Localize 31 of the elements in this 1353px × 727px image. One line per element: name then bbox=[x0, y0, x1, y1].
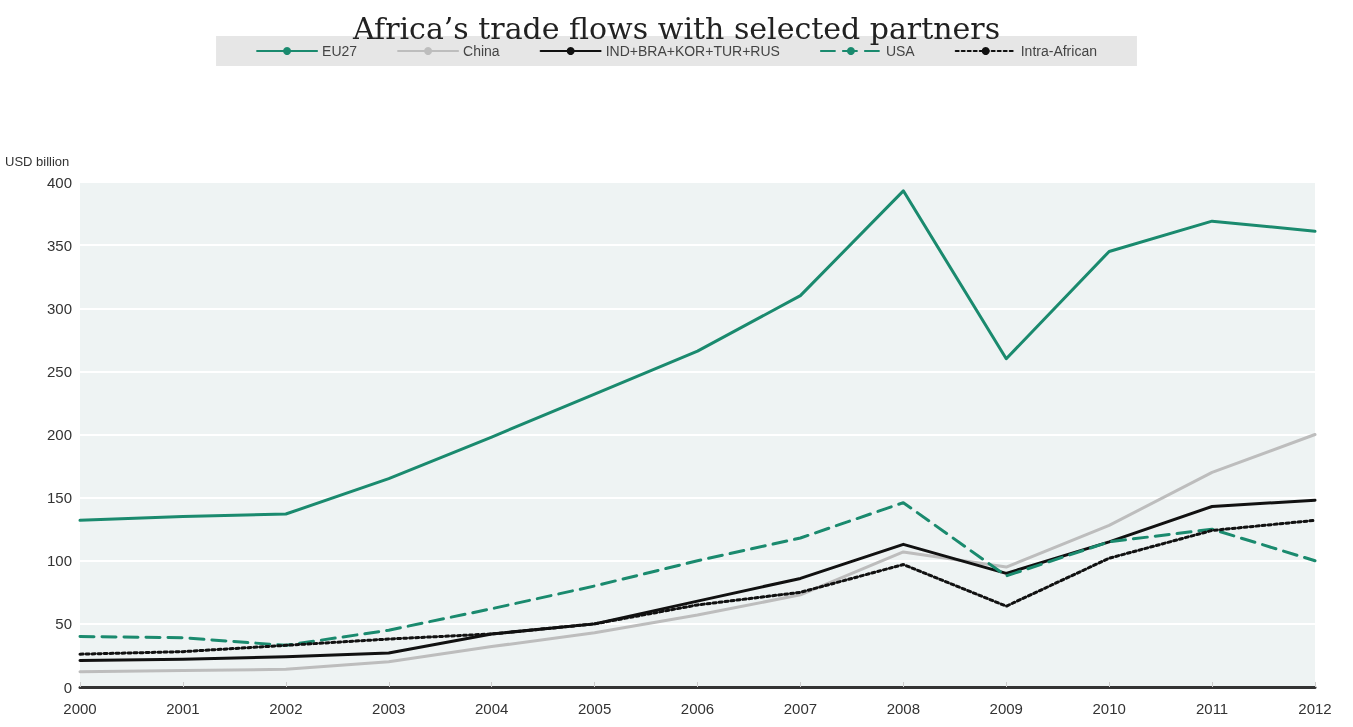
y-tick-label: 50 bbox=[55, 615, 72, 633]
legend-label: Intra-African bbox=[1020, 43, 1097, 59]
y-tick-label: 200 bbox=[46, 426, 72, 443]
x-tick-label: 2002 bbox=[269, 700, 303, 717]
x-tick-label: 2009 bbox=[989, 700, 1023, 717]
x-tick-label: 2000 bbox=[63, 700, 97, 717]
x-tick-label: 2005 bbox=[577, 700, 612, 717]
x-tick-label: 2004 bbox=[474, 700, 509, 717]
x-tick-label: 2003 bbox=[372, 700, 406, 717]
y-axis-title: USD billion bbox=[5, 154, 70, 169]
y-tick-label: 150 bbox=[46, 489, 72, 507]
x-tick-label: 2001 bbox=[166, 700, 200, 717]
x-tick-label: 2012 bbox=[1298, 700, 1332, 717]
y-tick-label: 400 bbox=[46, 173, 72, 191]
chart-title: Africa’s trade flows with selected partners bbox=[351, 10, 1001, 46]
x-tick-label: 2010 bbox=[1092, 700, 1126, 717]
legend-label: China bbox=[463, 43, 500, 59]
legend-label: EU27 bbox=[322, 43, 358, 59]
y-tick-label: 0 bbox=[63, 678, 72, 696]
x-tick-label: 2007 bbox=[783, 700, 818, 717]
y-tick-label: 100 bbox=[46, 552, 72, 570]
y-tick-label: 300 bbox=[46, 299, 72, 317]
x-tick-label: 2006 bbox=[680, 700, 715, 717]
x-tick-label: 2008 bbox=[886, 700, 921, 717]
line-series bbox=[78, 189, 1317, 522]
y-tick-label: 350 bbox=[46, 236, 72, 254]
x-tick-label: 2011 bbox=[1195, 700, 1229, 717]
line-series bbox=[78, 433, 1317, 674]
legend-label: IND+BRA+KOR+TUR+RUS bbox=[605, 43, 780, 59]
legend-label: USA bbox=[885, 43, 916, 59]
y-tick-label: 250 bbox=[46, 362, 72, 380]
